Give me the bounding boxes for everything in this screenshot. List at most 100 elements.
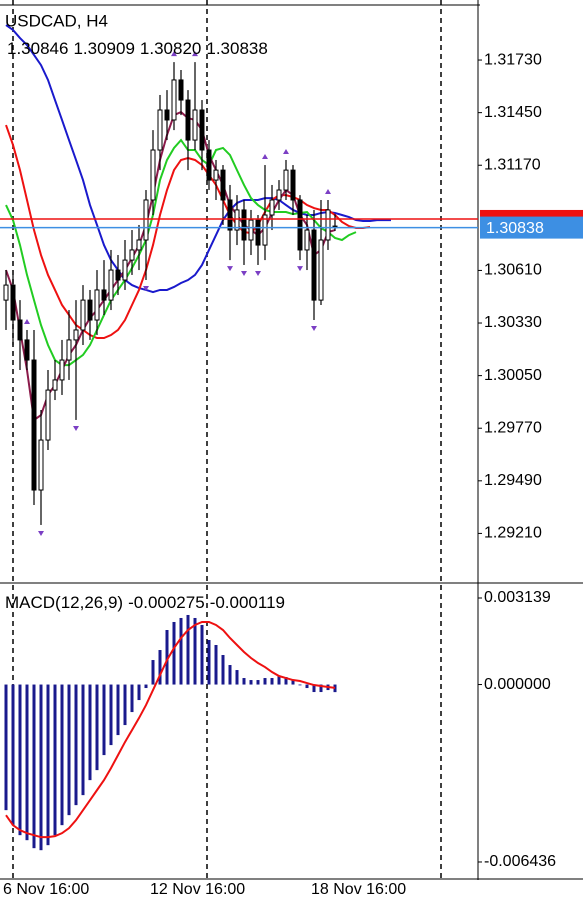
macd-bar — [200, 624, 204, 685]
macd-title: MACD(12,26,9) -0.000275 -0.000119 — [5, 593, 285, 612]
macd-bar — [18, 684, 22, 836]
candle-body — [241, 209, 247, 241]
candle-body — [52, 379, 58, 391]
macd-bar — [88, 684, 92, 781]
low-label: 1.30820 — [140, 39, 201, 58]
candle-body — [122, 259, 128, 281]
macd-bar — [298, 684, 302, 686]
macd-bar — [25, 684, 29, 841]
candle-body — [17, 319, 23, 341]
macd-bar — [46, 684, 50, 846]
macd-bar — [144, 684, 148, 689]
fractal-up — [24, 318, 30, 324]
candle-body — [269, 199, 275, 216]
macd-bar — [319, 684, 323, 693]
macd-bar — [4, 684, 8, 811]
fractal-down — [241, 270, 247, 276]
candle-body — [94, 289, 100, 321]
candle-body — [66, 339, 72, 361]
candle-body — [311, 229, 317, 301]
fractal-up — [283, 148, 289, 154]
chart-title: USDCAD, H4 — [5, 11, 108, 30]
candle-body — [227, 199, 233, 231]
macd-bar — [172, 621, 176, 685]
macd-bar — [221, 655, 225, 685]
y-tick-label: 1.30330 — [484, 314, 542, 331]
fractal-up — [325, 188, 331, 194]
y-tick-label: 1.30050 — [484, 367, 542, 384]
y-tick-label: 1.30610 — [484, 262, 542, 279]
bid-label: 1.30838 — [486, 220, 544, 237]
candle-body — [304, 229, 310, 251]
macd-bar — [67, 684, 71, 816]
macd-bar — [102, 684, 106, 756]
candle-body — [325, 209, 331, 241]
candle-body — [24, 339, 30, 361]
macd-bar — [249, 680, 253, 685]
fractal-down — [73, 425, 79, 431]
candle-body — [143, 199, 149, 241]
macd-bar — [32, 684, 36, 849]
fractal-up — [192, 51, 198, 57]
y-tick-label: -0.006436 — [484, 853, 556, 870]
candle-body — [31, 359, 37, 491]
y-tick-label: 1.31450 — [484, 104, 542, 121]
fractal-down — [227, 266, 233, 272]
macd-bar — [109, 684, 113, 746]
macd-name: MACD(12,26,9) — [5, 593, 123, 612]
macd-bar — [137, 684, 141, 701]
macd-bar — [165, 630, 169, 685]
candle-body — [171, 79, 177, 121]
fractal-down — [311, 326, 317, 332]
macd-bar — [207, 640, 211, 685]
candle-body — [318, 239, 324, 301]
candle-body — [255, 219, 261, 246]
y-tick-label: 1.29210 — [484, 525, 542, 542]
candle-body — [178, 79, 184, 101]
macd-bar — [39, 684, 43, 851]
candle-body — [157, 109, 163, 151]
candle-body — [283, 169, 289, 191]
y-tick-label: 0.003139 — [484, 589, 551, 606]
macd-bar — [53, 684, 57, 836]
candle-body — [150, 149, 156, 201]
macd-bar — [11, 684, 15, 826]
candle-body — [213, 169, 219, 181]
candle-body — [73, 329, 79, 341]
macd-bar — [116, 684, 120, 736]
candle-body — [290, 169, 296, 201]
high-label: 1.30909 — [73, 39, 134, 58]
candle-body — [262, 214, 268, 246]
macd-bar — [81, 684, 85, 796]
macd-bar — [186, 614, 190, 685]
macd-bar — [193, 617, 197, 685]
signal-value: -0.000119 — [210, 593, 285, 612]
macd-bar — [74, 684, 78, 806]
candle-body — [108, 269, 114, 301]
fractal-down — [38, 530, 44, 536]
y-tick-label: 1.31170 — [484, 156, 541, 173]
open-label: 1.30846 — [7, 39, 68, 58]
candle-body — [3, 284, 9, 301]
macd-bar — [291, 680, 295, 685]
x-tick-label: 12 Nov 16:00 — [150, 881, 245, 898]
candle-body — [248, 219, 254, 241]
macd-bar — [60, 684, 64, 826]
candle-body — [185, 99, 191, 141]
macd-bar — [130, 684, 134, 713]
candle-body — [164, 109, 170, 121]
fractal-down — [297, 266, 303, 272]
y-tick-label: 1.29770 — [484, 419, 542, 436]
candle-body — [234, 209, 240, 231]
candle-body — [38, 439, 44, 491]
candle-body — [115, 269, 121, 281]
candle-body — [276, 189, 282, 201]
macd-bar — [305, 684, 309, 689]
macd-bar — [312, 684, 316, 693]
fractal-up — [171, 51, 177, 57]
macd-bar — [242, 678, 246, 685]
fractal-down — [143, 286, 149, 292]
macd-bar — [158, 650, 162, 685]
